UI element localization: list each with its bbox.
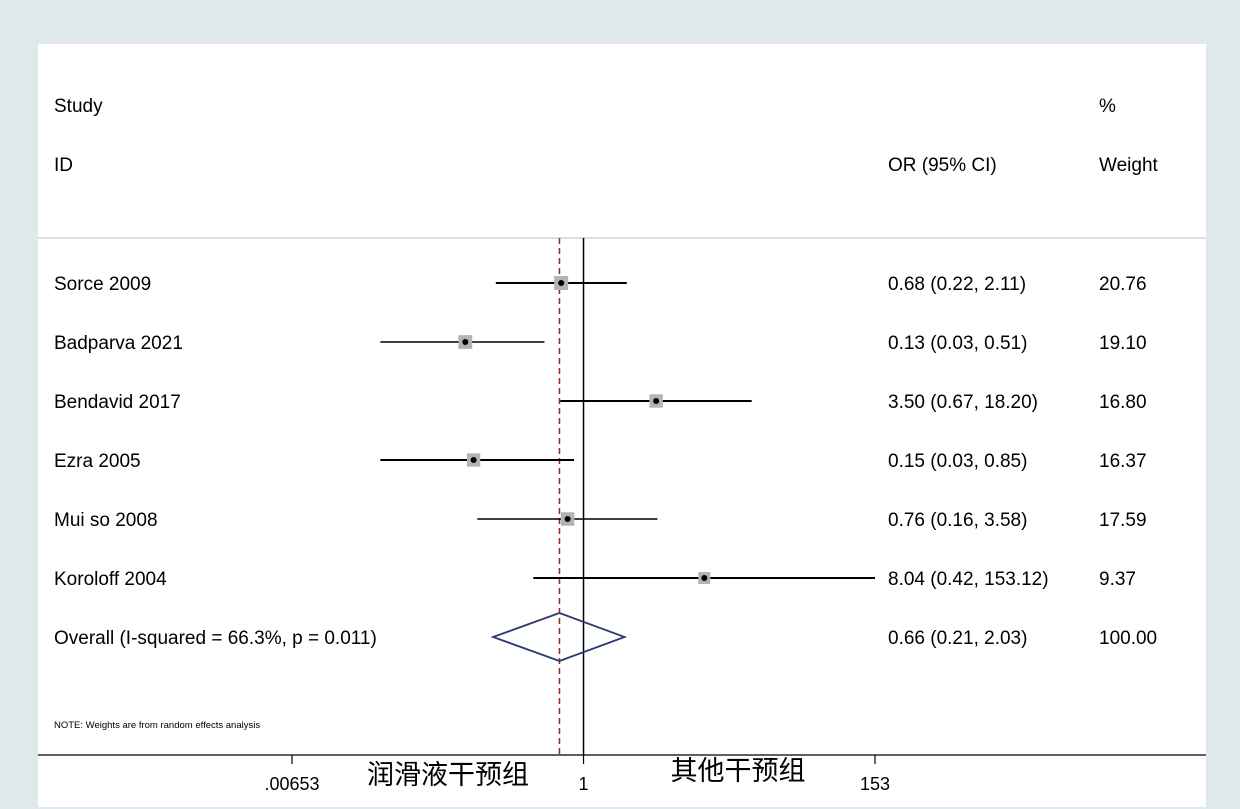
left-group-label: 润滑液干预组: [367, 760, 529, 791]
header-id: ID: [54, 155, 73, 176]
header-percent: %: [1099, 96, 1116, 117]
study-row: Bendavid 2017 3.50 (0.67, 18.20) 16.80: [54, 392, 1147, 413]
ci-text: 0.68 (0.22, 2.11): [888, 274, 1026, 295]
study-name: Bendavid 2017: [54, 392, 181, 413]
point-estimate: [701, 575, 708, 581]
study-name: Ezra 2005: [54, 451, 141, 472]
weight-text: 20.76: [1099, 274, 1147, 295]
overall-label: Overall (I-squared = 66.3%, p = 0.011): [54, 628, 377, 649]
ci-text: 3.50 (0.67, 18.20): [888, 392, 1038, 413]
point-estimate: [462, 339, 469, 345]
point-estimate: [653, 398, 660, 404]
x-axis-ticks: .00653 1 153: [264, 755, 890, 794]
ci-text: 0.15 (0.03, 0.85): [888, 451, 1027, 472]
plot-panel: [38, 44, 1206, 807]
overall-weight-text: 100.00: [1099, 628, 1157, 649]
study-name: Badparva 2021: [54, 333, 183, 354]
ci-text: 0.13 (0.03, 0.51): [888, 333, 1027, 354]
weight-text: 16.37: [1099, 451, 1147, 472]
overall-ci-text: 0.66 (0.21, 2.03): [888, 628, 1027, 649]
weights-note: NOTE: Weights are from random effects an…: [54, 720, 260, 731]
study-name: Mui so 2008: [54, 510, 158, 531]
header-study: Study: [54, 96, 103, 117]
weight-text: 17.59: [1099, 510, 1147, 531]
overall-diamond: [490, 612, 628, 662]
study-rows: Sorce 2009 0.68 (0.22, 2.11) 20.76 Badparva…: [54, 274, 1147, 590]
point-estimate: [558, 280, 565, 286]
point-estimate: [564, 516, 571, 522]
study-name: Sorce 2009: [54, 274, 151, 295]
right-group-label: 其他干预组: [671, 756, 806, 787]
weight-text: 16.80: [1099, 392, 1147, 413]
study-row: Ezra 2005 0.15 (0.03, 0.85) 16.37: [54, 451, 1147, 472]
ci-text: 8.04 (0.42, 153.12): [888, 569, 1049, 590]
x-tick-label: .00653: [264, 774, 319, 794]
header-weight: Weight: [1099, 155, 1159, 176]
x-tick-label: 1: [579, 774, 589, 794]
study-row: Sorce 2009 0.68 (0.22, 2.11) 20.76: [54, 274, 1147, 295]
study-row: Koroloff 2004 8.04 (0.42, 153.12) 9.37: [54, 569, 1136, 590]
study-row: Badparva 2021 0.13 (0.03, 0.51) 19.10: [54, 333, 1147, 354]
study-name: Koroloff 2004: [54, 569, 167, 590]
weight-text: 9.37: [1099, 569, 1136, 590]
point-estimate: [470, 457, 477, 463]
header-effect: OR (95% CI): [888, 155, 997, 176]
weight-text: 19.10: [1099, 333, 1147, 354]
x-tick-label: 153: [860, 774, 890, 794]
ci-text: 0.76 (0.16, 3.58): [888, 510, 1027, 531]
study-row: Mui so 2008 0.76 (0.16, 3.58) 17.59: [54, 510, 1147, 531]
